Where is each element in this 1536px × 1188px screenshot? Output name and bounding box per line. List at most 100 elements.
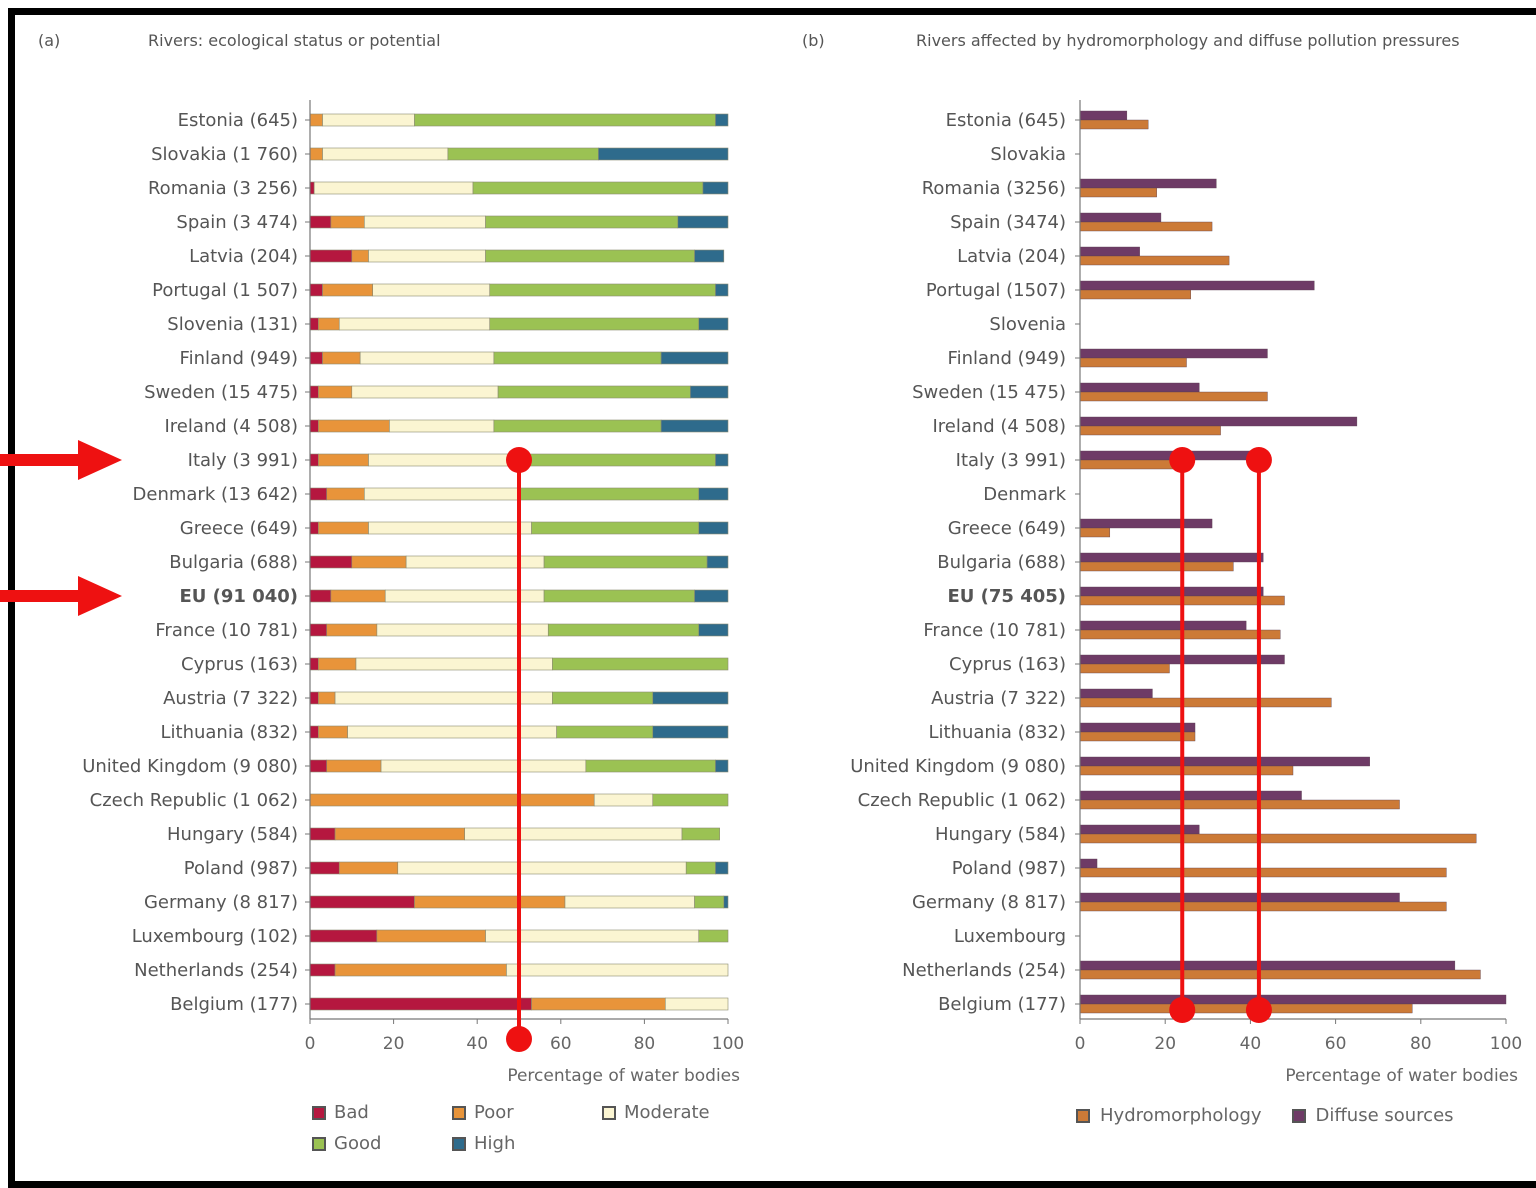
category-label-austria-7-322: Austria (7 322) [931,688,1066,709]
bar-high-united-kingdom-9-080 [715,759,729,773]
category-label-luxembourg: Luxembourg [954,926,1066,947]
category-label-lithuania-832: Lithuania (832) [929,722,1067,743]
bar-diffuse-sources-italy-3-991 [1079,450,1251,461]
category-label-denmark: Denmark [983,484,1066,505]
bar-high-sweden-15-475 [690,385,729,399]
category-label-estonia-645: Estonia (645) [946,110,1066,131]
category-label-sweden-15-475: Sweden (15 475) [912,382,1066,403]
category-label-slovakia-1-760: Slovakia (1 760) [151,144,298,165]
bar-hydromorphology-poland-987 [1079,867,1447,878]
bar-good-romania-3-256 [472,181,704,195]
bar-hydromorphology-czech-republic-1-062 [1079,799,1400,810]
bar-good-slovenia-131 [489,317,700,331]
bar-high-ireland-4-508 [660,419,729,433]
bar-high-finland-949 [660,351,729,365]
legend-swatch-bad [312,1105,326,1120]
x-tick-label-0-60: 60 [550,1034,572,1054]
category-label-bulgaria-688: Bulgaria (688) [169,552,298,573]
category-label-czech-republic-1-062: Czech Republic (1 062) [90,790,298,811]
bar-high-germany-8-817 [723,895,729,909]
bar-diffuse-sources-united-kingdom-9-080 [1079,756,1370,767]
annotation-dot-top-1 [1169,447,1196,473]
bar-moderate-portugal-1-507 [372,283,491,297]
bar-high-greece-649 [698,521,729,535]
category-label-greece-649: Greece (649) [180,518,298,539]
legend-label-moderate: Moderate [624,1102,710,1123]
category-label-sweden-15-475: Sweden (15 475) [144,382,298,403]
category-label-netherlands-254: Netherlands (254) [902,960,1066,981]
bar-bad-eu-91-040 [309,589,332,603]
bar-bad-cyprus-163 [309,657,319,671]
bar-poor-lithuania-832 [318,725,348,739]
category-label-belgium-177: Belgium (177) [170,994,298,1015]
bar-moderate-estonia-645 [322,113,415,127]
bar-bad-finland-949 [309,351,323,365]
bar-high-france-10-781 [698,623,729,637]
legend-label-diffuse-sources: Diffuse sources [1315,1105,1454,1126]
category-label-spain-3474: Spain (3474) [950,212,1066,233]
bar-moderate-germany-8-817 [564,895,695,909]
category-label-poland-987: Poland (987) [184,858,298,879]
bar-high-slovakia-1-760 [598,147,729,161]
bar-good-slovakia-1-760 [447,147,599,161]
category-label-lithuania-832: Lithuania (832) [161,722,299,743]
bar-moderate-romania-3-256 [313,181,474,195]
category-label-slovenia: Slovenia [989,314,1066,335]
category-label-latvia-204: Latvia (204) [957,246,1066,267]
bar-hydromorphology-finland-949 [1079,357,1187,368]
bar-hydromorphology-italy-3-991 [1079,459,1183,470]
annotation-dot-top-2 [1245,447,1272,473]
category-label-bulgaria-688: Bulgaria (688) [937,552,1066,573]
category-label-finland-949: Finland (949) [180,348,298,369]
category-label-cyprus-163: Cyprus (163) [949,654,1066,675]
category-label-czech-republic-1-062: Czech Republic (1 062) [858,790,1066,811]
bar-hydromorphology-united-kingdom-9-080 [1079,765,1294,776]
x-tick-label-0-80: 80 [634,1034,656,1054]
bar-bad-united-kingdom-9-080 [309,759,328,773]
bar-bad-slovenia-131 [309,317,319,331]
bar-high-italy-3-991 [715,453,729,467]
bar-good-ireland-4-508 [493,419,662,433]
bar-moderate-greece-649 [368,521,532,535]
bar-bad-italy-3-991 [309,453,319,467]
bar-good-spain-3-474 [485,215,679,229]
bar-high-eu-91-040 [694,589,729,603]
category-label-romania-3-256: Romania (3 256) [148,178,298,199]
annotation-dot-top-0 [506,447,532,473]
bar-moderate-belgium-177 [664,997,729,1011]
bar-poor-latvia-204 [351,249,369,263]
bar-moderate-cyprus-163 [355,657,553,671]
bar-hydromorphology-greece-649 [1079,527,1111,538]
bar-poor-sweden-15-475 [318,385,353,399]
bar-poor-finland-949 [322,351,361,365]
bar-hydromorphology-ireland-4-508 [1079,425,1221,436]
bar-poor-slovenia-131 [318,317,340,331]
category-label-netherlands-254: Netherlands (254) [134,960,298,981]
bar-bad-germany-8-817 [309,895,415,909]
bar-poor-slovakia-1-760 [309,147,323,161]
x-tick-label-1-100: 100 [1490,1034,1522,1054]
category-label-slovenia-131: Slovenia (131) [167,314,298,335]
legend-label-high: High [474,1133,516,1154]
legend-swatch-diffuse-sources [1291,1108,1306,1123]
bar-moderate-netherlands-254 [506,963,729,977]
category-label-belgium-177: Belgium (177) [938,994,1066,1015]
bar-poor-france-10-781 [326,623,378,637]
legend-swatch-moderate [602,1105,616,1120]
bar-poor-ireland-4-508 [318,419,390,433]
x-axis-title-0: Percentage of water bodies [507,1066,740,1086]
category-label-united-kingdom-9-080: United Kingdom (9 080) [82,756,298,777]
category-label-spain-3-474: Spain (3 474) [176,212,298,233]
bar-diffuse-sources-netherlands-254 [1079,960,1456,971]
x-tick-label-0-0: 0 [305,1034,316,1054]
bar-bad-austria-7-322 [309,691,319,705]
bar-poor-estonia-645 [309,113,323,127]
bar-high-poland-987 [715,861,729,875]
bar-hydromorphology-germany-8-817 [1079,901,1447,912]
bar-poor-luxembourg-102 [376,929,486,943]
bar-hydromorphology-austria-7-322 [1079,697,1332,708]
legend-item-bad: Bad [312,1102,452,1123]
bar-diffuse-sources-germany-8-817 [1079,892,1400,903]
bar-good-bulgaria-688 [543,555,708,569]
